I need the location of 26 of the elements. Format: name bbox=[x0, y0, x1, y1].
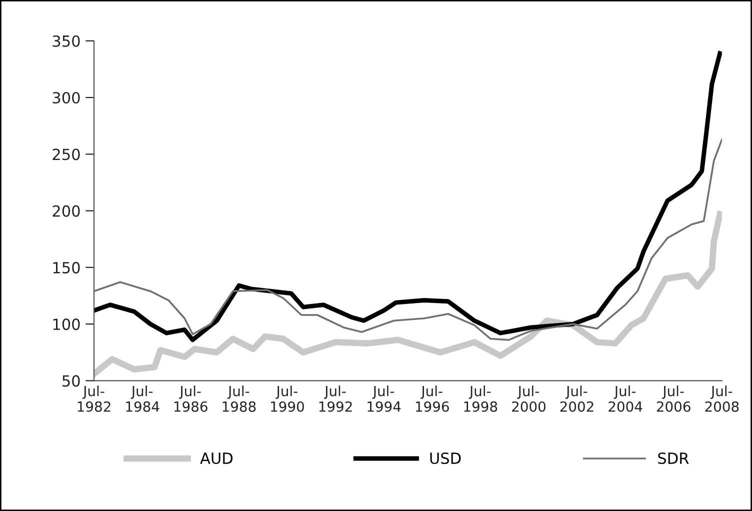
x-tick-label: Jul- 1992 bbox=[319, 386, 352, 412]
x-tick-label: Jul- 1986 bbox=[174, 386, 208, 412]
x-tick-label: Jul- 1996 bbox=[416, 386, 449, 412]
y-tick-label: 350 bbox=[52, 35, 80, 47]
x-tick-label: Jul- 2008 bbox=[705, 386, 739, 412]
x-tick-label: Jul- 1994 bbox=[368, 386, 401, 412]
y-tick-label: 150 bbox=[53, 262, 80, 274]
x-tick-label: Jul- 1988 bbox=[222, 386, 256, 412]
x-tick-label: Jul- 2004 bbox=[608, 386, 642, 412]
x-tick-label: Jul- 1982 bbox=[78, 386, 110, 412]
y-tick-label: 300 bbox=[52, 92, 80, 104]
x-tick-label: Jul- 2000 bbox=[512, 386, 546, 412]
x-tick-label: Jul- 1990 bbox=[271, 386, 304, 412]
y-tick-label: 200 bbox=[52, 205, 80, 217]
line-series bbox=[94, 51, 722, 342]
legend-label: USD bbox=[430, 452, 461, 464]
y-tick-label: 250 bbox=[52, 148, 80, 160]
legend-label: AUD bbox=[200, 452, 233, 464]
y-tick-label: 50 bbox=[62, 375, 80, 387]
x-tick-label: Jul- 2006 bbox=[656, 386, 690, 412]
line-series bbox=[94, 138, 722, 341]
x-tick-label: Jul- 2002 bbox=[560, 386, 594, 412]
legend-label: SDR bbox=[658, 452, 689, 464]
x-tick-label: Jul- 1998 bbox=[464, 386, 498, 412]
x-tick-label: Jul- 1984 bbox=[126, 386, 160, 412]
y-tick-label: 100 bbox=[53, 318, 80, 330]
